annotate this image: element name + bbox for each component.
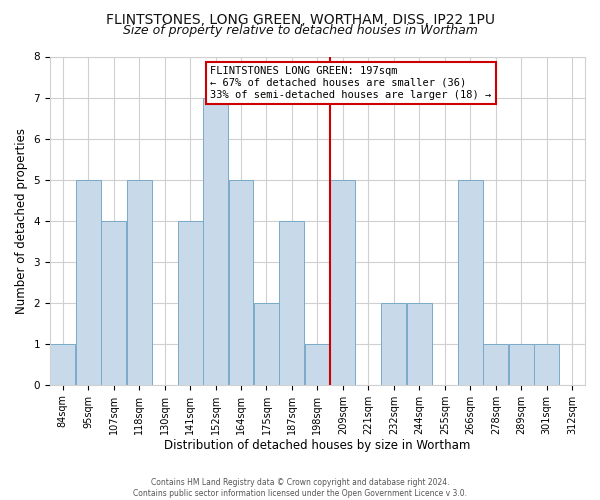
Bar xyxy=(178,220,203,384)
Bar xyxy=(101,220,126,384)
Text: FLINTSTONES LONG GREEN: 197sqm
← 67% of detached houses are smaller (36)
33% of : FLINTSTONES LONG GREEN: 197sqm ← 67% of … xyxy=(211,66,491,100)
Bar xyxy=(534,344,559,384)
Text: Contains HM Land Registry data © Crown copyright and database right 2024.
Contai: Contains HM Land Registry data © Crown c… xyxy=(133,478,467,498)
Bar xyxy=(484,344,508,384)
Text: Size of property relative to detached houses in Wortham: Size of property relative to detached ho… xyxy=(122,24,478,37)
Bar xyxy=(382,302,406,384)
Bar xyxy=(254,302,279,384)
Bar xyxy=(458,180,483,384)
Bar xyxy=(407,302,432,384)
Bar xyxy=(305,344,330,384)
Bar xyxy=(280,220,304,384)
Bar xyxy=(509,344,534,384)
Bar xyxy=(50,344,75,384)
Y-axis label: Number of detached properties: Number of detached properties xyxy=(15,128,28,314)
X-axis label: Distribution of detached houses by size in Wortham: Distribution of detached houses by size … xyxy=(164,440,470,452)
Text: FLINTSTONES, LONG GREEN, WORTHAM, DISS, IP22 1PU: FLINTSTONES, LONG GREEN, WORTHAM, DISS, … xyxy=(106,12,494,26)
Bar xyxy=(229,180,253,384)
Bar xyxy=(76,180,101,384)
Bar xyxy=(331,180,355,384)
Bar xyxy=(203,98,228,385)
Bar xyxy=(127,180,152,384)
